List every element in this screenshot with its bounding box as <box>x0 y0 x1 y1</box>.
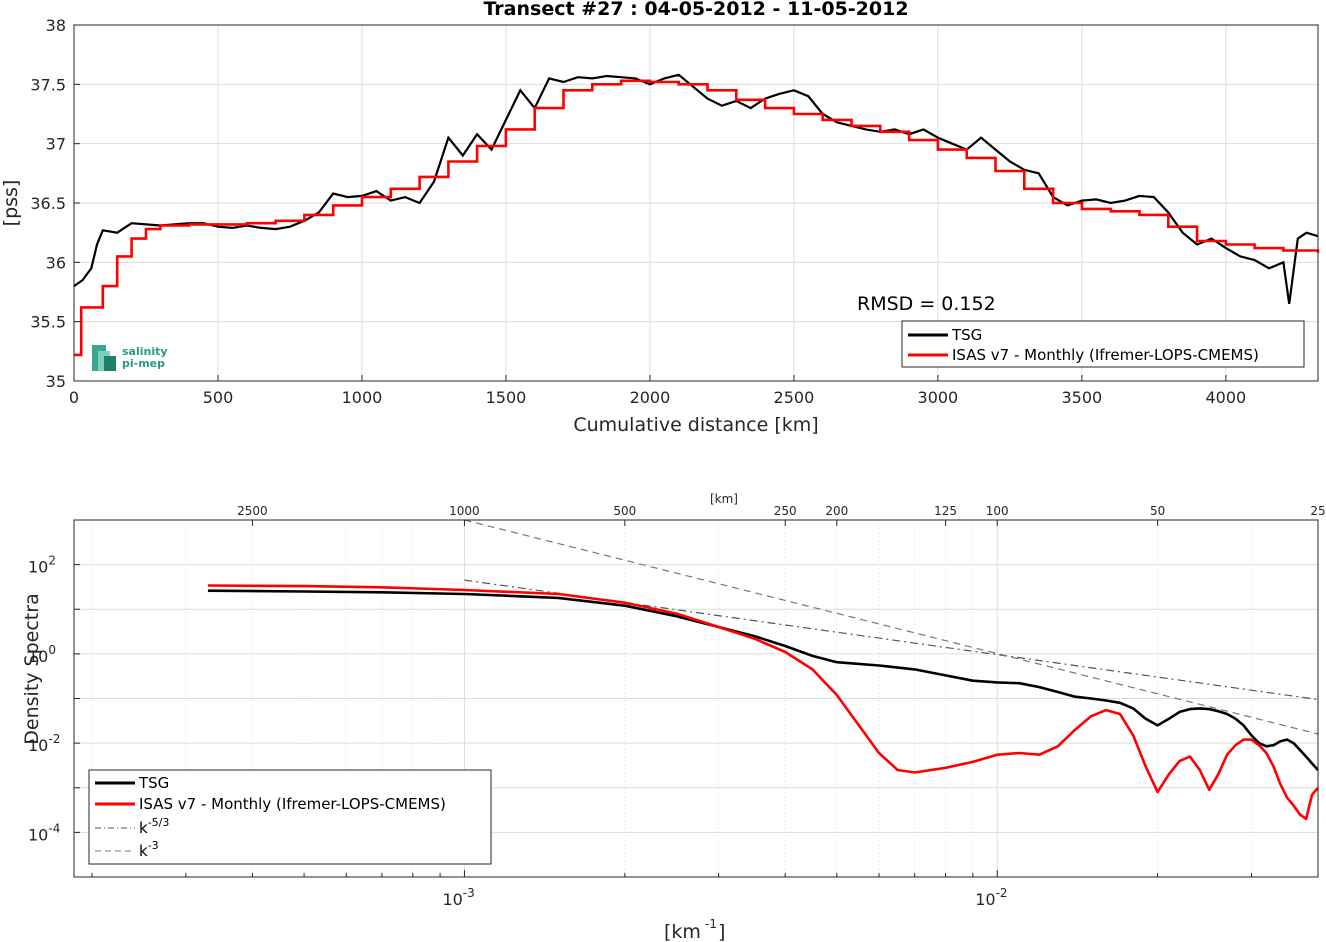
transect-x-tick-label: 2000 <box>630 388 671 407</box>
spectra-x-label-exp: -1 <box>705 917 717 931</box>
spectra-x-ticks: 10-3 10-2 <box>91 870 1319 909</box>
transect-y-tick-label: 35 <box>46 372 66 391</box>
spectra-lines <box>207 519 1319 821</box>
transect-x-tick-label: 0 <box>69 388 79 407</box>
spectra-x-tick-label: 10-3 <box>442 886 474 909</box>
spectra-plot-frame <box>73 519 1319 878</box>
spectra-y-tick-label: 100 <box>28 643 56 666</box>
spectra-y-ticks: 102 100 10-2 10-4 <box>28 519 80 878</box>
transect-x-tick-label: 1500 <box>486 388 527 407</box>
legend-label-isas: ISAS v7 - Monthly (Ifremer-LOPS-CMEMS) <box>952 346 1259 364</box>
transect-x-tick-label: 1000 <box>342 388 383 407</box>
legend-label-k53: k-5/3 <box>139 816 169 837</box>
salinity-pimep-logo: salinity pi-mep <box>92 345 168 371</box>
spectra-y-tick-label: 10-4 <box>28 821 60 844</box>
legend-label-tsg-spectra: TSG <box>138 774 169 792</box>
spectra-top-tick-label: 2500 <box>237 504 268 518</box>
transect-x-tick-label: 2500 <box>774 388 815 407</box>
spectra-top-tick-label: 25 <box>1310 504 1325 518</box>
logo-text-salinity: salinity <box>122 345 168 358</box>
transect-y-tick-label: 36 <box>46 253 66 272</box>
spectra-top-ticks: 2500 1000 500 250 200 125 100 50 25 <box>237 504 1326 526</box>
transect-y-tick-label: 37 <box>46 135 66 154</box>
spectra-y-tick-label: 10-2 <box>28 732 60 755</box>
series-line-tsg-spectra <box>207 589 1319 771</box>
spectra-top-axis-label: [km] <box>710 492 738 506</box>
spectra-top-tick-label: 50 <box>1150 504 1165 518</box>
transect-x-tick-label: 3000 <box>918 388 959 407</box>
spectra-y-axis-label: Density Spectra <box>21 593 43 744</box>
spectra-x-tick-label: 10-2 <box>975 886 1007 909</box>
spectra-x-axis-label: [km -1 ] <box>664 917 725 942</box>
transect-legend-box <box>901 320 1305 368</box>
series-line-tsg <box>73 73 1319 305</box>
spectra-top-tick-label: 500 <box>613 504 636 518</box>
chart-title: Transect #27 : 04-05-2012 - 11-05-2012 <box>483 0 908 20</box>
transect-legend: TSG ISAS v7 - Monthly (Ifremer-LOPS-CMEM… <box>901 320 1305 368</box>
transect-y-tick-label: 38 <box>46 16 66 35</box>
legend-label-isas-spectra: ISAS v7 - Monthly (Ifremer-LOPS-CMEMS) <box>139 795 446 813</box>
transect-y-tick-label: 37.5 <box>30 75 66 94</box>
spectra-legend: TSG ISAS v7 - Monthly (Ifremer-LOPS-CMEM… <box>88 769 492 865</box>
spectra-legend-box <box>88 769 492 865</box>
density-spectra-chart: 10-3 10-2 102 100 10-2 10-4 2500 1000 500 250 20… <box>21 492 1326 942</box>
transect-x-tick-label: 500 <box>203 388 234 407</box>
transect-x-tick-label: 3500 <box>1062 388 1103 407</box>
logo-mark-3 <box>104 356 116 371</box>
spectra-top-tick-label: 100 <box>986 504 1009 518</box>
transect-plot-frame <box>73 24 1319 382</box>
transect-x-ticks: 0 500 1000 1500 2000 2500 3000 3500 4000 <box>69 375 1246 407</box>
salinity-transect-chart: Transect #27 : 04-05-2012 - 11-05-2012 0… <box>0 0 1320 436</box>
spectra-x-label-close: ] <box>718 921 725 942</box>
spectra-top-tick-label: 200 <box>825 504 848 518</box>
legend-label-k3: k-3 <box>139 839 159 860</box>
legend-label-tsg: TSG <box>951 326 982 344</box>
spectra-top-tick-label: 125 <box>934 504 957 518</box>
transect-y-tick-label: 35.5 <box>30 313 66 332</box>
series-line-isas <box>74 79 1320 357</box>
transect-lines <box>73 73 1320 357</box>
transect-x-axis-label: Cumulative distance [km] <box>573 414 818 436</box>
transect-y-ticks: 35 35.5 36 36.5 37 37.5 38 <box>30 16 80 391</box>
transect-y-axis-label: [pss] <box>0 180 22 227</box>
rmsd-annotation: RMSD = 0.152 <box>857 293 996 315</box>
series-line-isas-spectra <box>207 584 1319 821</box>
series-line-k3 <box>464 519 1319 735</box>
logo-text-pimep: pi-mep <box>122 357 165 370</box>
spectra-x-label-open: [km <box>664 921 701 942</box>
spectra-top-tick-label: 1000 <box>449 504 480 518</box>
transect-x-tick-label: 4000 <box>1205 388 1246 407</box>
transect-y-tick-label: 36.5 <box>30 194 66 213</box>
spectra-y-tick-label: 102 <box>28 554 56 577</box>
spectra-top-tick-label: 250 <box>774 504 797 518</box>
